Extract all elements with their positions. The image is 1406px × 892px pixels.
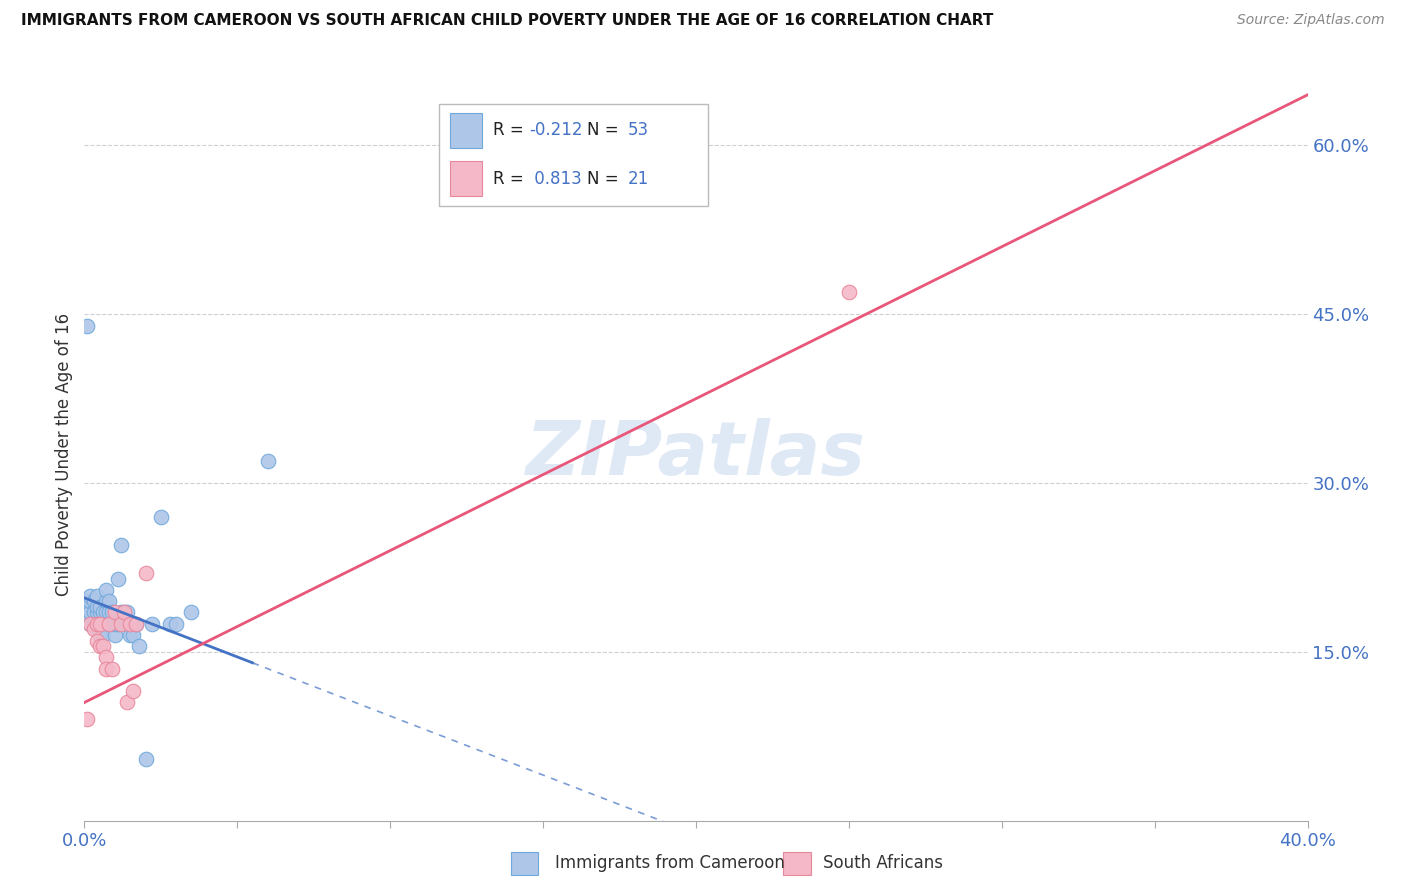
Point <box>86 599 108 614</box>
Point <box>89 639 111 653</box>
Text: South Africans: South Africans <box>823 855 942 872</box>
Point <box>76 611 98 625</box>
Point <box>94 606 117 620</box>
Point <box>79 616 101 631</box>
Point <box>101 606 124 620</box>
Point <box>86 589 108 603</box>
Point <box>86 606 108 620</box>
Y-axis label: Child Poverty Under the Age of 16: Child Poverty Under the Age of 16 <box>55 313 73 597</box>
Point <box>115 696 138 710</box>
Point <box>91 639 114 653</box>
Point <box>135 566 157 580</box>
Text: ZIPatlas: ZIPatlas <box>526 418 866 491</box>
Point <box>110 616 132 631</box>
Point <box>86 623 108 637</box>
Point <box>110 538 132 552</box>
Point <box>76 594 98 608</box>
Point <box>76 318 98 333</box>
Point <box>125 616 148 631</box>
Point <box>97 606 120 620</box>
Point <box>79 616 101 631</box>
Point <box>135 752 157 766</box>
Point <box>89 606 111 620</box>
Text: IMMIGRANTS FROM CAMEROON VS SOUTH AFRICAN CHILD POVERTY UNDER THE AGE OF 16 CORR: IMMIGRANTS FROM CAMEROON VS SOUTH AFRICA… <box>21 13 994 29</box>
Point <box>91 616 114 631</box>
Point <box>91 628 114 642</box>
Point <box>83 616 105 631</box>
Point <box>115 606 138 620</box>
Point <box>86 616 108 631</box>
Point <box>86 633 108 648</box>
Point <box>97 616 120 631</box>
Text: Immigrants from Cameroon: Immigrants from Cameroon <box>555 855 785 872</box>
FancyBboxPatch shape <box>783 852 811 875</box>
Point <box>122 628 145 642</box>
Point <box>79 594 101 608</box>
Point <box>94 582 117 597</box>
Point <box>104 616 127 631</box>
Point <box>79 606 101 620</box>
FancyBboxPatch shape <box>510 852 538 875</box>
Text: Source: ZipAtlas.com: Source: ZipAtlas.com <box>1237 13 1385 28</box>
Point <box>91 616 114 631</box>
Point <box>107 572 129 586</box>
Point <box>120 628 142 642</box>
Point <box>97 616 120 631</box>
Point <box>83 606 105 620</box>
Point <box>86 616 108 631</box>
Point <box>180 606 202 620</box>
Point <box>110 606 132 620</box>
Point <box>120 616 142 631</box>
Point <box>94 594 117 608</box>
Point <box>112 606 135 620</box>
Point <box>838 285 860 299</box>
Point <box>94 662 117 676</box>
Point <box>83 616 105 631</box>
Point <box>104 606 127 620</box>
Point <box>107 616 129 631</box>
Point <box>97 594 120 608</box>
Point <box>128 639 150 653</box>
Point <box>89 616 111 631</box>
Point <box>104 628 127 642</box>
Point <box>89 616 111 631</box>
Point <box>112 606 135 620</box>
Point <box>165 616 187 631</box>
Point <box>89 628 111 642</box>
Point <box>83 623 105 637</box>
Point <box>91 606 114 620</box>
Point <box>89 616 111 631</box>
Point <box>76 712 98 726</box>
Point <box>257 453 280 467</box>
Point <box>79 589 101 603</box>
Point <box>115 616 138 631</box>
Point <box>141 616 163 631</box>
Point <box>149 509 172 524</box>
Point <box>122 684 145 698</box>
Point <box>83 594 105 608</box>
Point <box>89 599 111 614</box>
Point <box>101 616 124 631</box>
Point <box>125 616 148 631</box>
Point <box>94 650 117 665</box>
Point <box>101 662 124 676</box>
Point <box>159 616 181 631</box>
